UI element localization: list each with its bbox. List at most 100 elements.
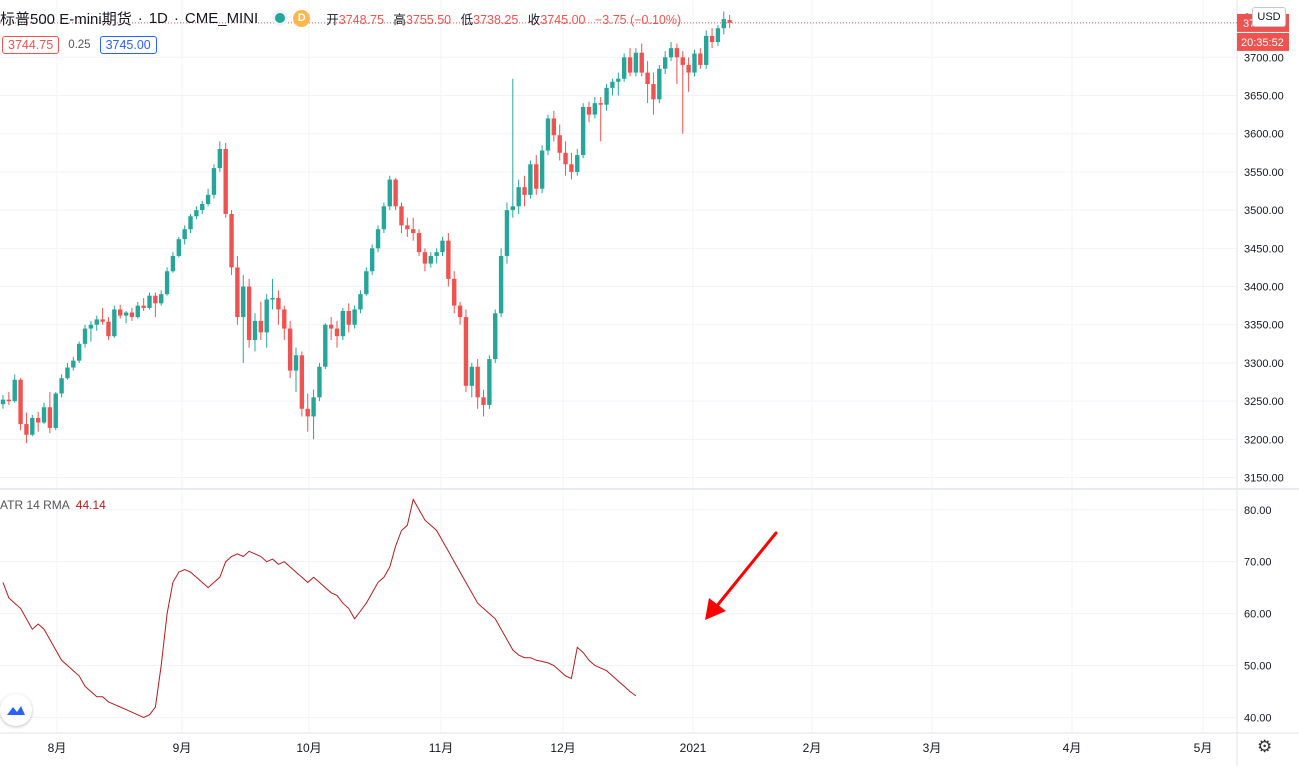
candle-body: [328, 324, 334, 329]
open-label: 开: [326, 12, 339, 27]
candle-body: [498, 255, 504, 314]
candle-body: [469, 366, 474, 386]
candle-body: [463, 317, 469, 386]
ohlc-values: 开3748.75 高3755.50 低3738.25 收3745.00 −3.7…: [326, 9, 687, 28]
candle-body: [147, 295, 152, 308]
candle-body: [487, 359, 492, 405]
candle-body: [311, 397, 316, 417]
time-axis-label: 2月: [803, 741, 822, 755]
candle-body: [317, 366, 322, 398]
candle-body: [668, 48, 674, 58]
annotation-arrow[interactable]: [705, 531, 778, 620]
candle-body: [721, 19, 726, 29]
candle-body: [692, 53, 697, 73]
candle-body: [323, 324, 328, 367]
price-axis-label: 3700.00: [1244, 52, 1284, 64]
price-axis-label: 3200.00: [1244, 434, 1284, 446]
price-axis-label: 3150.00: [1244, 473, 1284, 485]
candle-body: [428, 255, 433, 264]
candle-body: [528, 164, 533, 195]
close-value: 3745.00: [540, 12, 586, 27]
candle-body: [229, 213, 234, 268]
candle-body: [53, 393, 58, 428]
candle-body: [276, 297, 281, 310]
candle-body: [305, 408, 310, 417]
candle-body: [106, 321, 111, 337]
atr-axis-label: 60.00: [1244, 609, 1272, 621]
time-axis-label: 2021: [680, 741, 707, 755]
candle-body: [194, 210, 199, 217]
candle-body: [639, 52, 644, 73]
candle-body: [76, 343, 82, 361]
candle-body: [399, 206, 404, 226]
atr-line: [2, 498, 637, 718]
buy-price-button[interactable]: 3745.00: [99, 36, 157, 54]
candle-body: [545, 118, 551, 151]
high-label: 高: [393, 12, 406, 27]
market-status-badge[interactable]: D: [272, 9, 311, 27]
symbol-legend: 标普500 E-mini期货 · 1D · CME_MINI D 开3748.7…: [0, 7, 687, 29]
price-axis-label: 3550.00: [1244, 167, 1284, 179]
quote-bar: 3744.75 0.25 3745.00: [2, 35, 157, 55]
atr-indicator-value: 44.14: [75, 498, 106, 512]
candle-body: [153, 295, 158, 304]
open-value: 3748.75: [338, 12, 384, 27]
delayed-data-badge[interactable]: D: [293, 9, 311, 27]
tradingview-logo-icon[interactable]: [0, 694, 32, 726]
candle-body: [457, 305, 463, 318]
candle-body: [569, 164, 574, 172]
candle-body: [118, 309, 123, 316]
candle-body: [223, 148, 228, 214]
candle-body: [164, 271, 170, 295]
candle-body: [299, 355, 305, 409]
atr-layer: [2, 498, 637, 718]
candle-body: [65, 367, 70, 379]
sell-price-button[interactable]: 3744.75: [2, 36, 60, 54]
settings-gear-icon[interactable]: ⚙: [1257, 737, 1273, 756]
time-axis-label: 4月: [1063, 741, 1082, 755]
candle-body: [481, 397, 486, 405]
candle-body: [516, 187, 521, 207]
candle-body: [334, 328, 340, 337]
candle-body: [71, 360, 76, 368]
low-value: 3738.25: [473, 12, 519, 27]
currency-button[interactable]: USD: [1252, 7, 1286, 27]
candle-body: [504, 210, 510, 256]
price-axis-label: 3600.00: [1244, 129, 1284, 141]
atr-axis-label: 70.00: [1244, 557, 1272, 569]
candle-body: [282, 309, 287, 329]
candle-body: [657, 68, 662, 100]
candle-body: [94, 319, 99, 325]
price-axis-label: 3500.00: [1244, 205, 1284, 217]
price-axis-label: 3400.00: [1244, 282, 1284, 294]
candle-body: [141, 305, 146, 308]
price-axis-label: 3350.00: [1244, 320, 1284, 332]
market-open-dot-icon: [272, 10, 289, 26]
candle-body: [580, 106, 586, 156]
candle-body: [252, 320, 258, 341]
symbol-name[interactable]: 标普500 E-mini期货: [0, 10, 132, 28]
candle-body: [563, 152, 568, 165]
low-label: 低: [460, 12, 474, 27]
candle-body: [364, 271, 369, 295]
candle-body: [557, 135, 562, 153]
candle-body: [698, 53, 703, 65]
candle-body: [0, 399, 6, 405]
candle-body: [422, 252, 428, 264]
candle-body: [135, 305, 140, 318]
candle-body: [452, 278, 457, 306]
price-axis-label: 3250.00: [1244, 396, 1284, 408]
arrow-head: [705, 598, 726, 620]
candle-body: [440, 240, 445, 253]
candle-body: [633, 52, 639, 73]
candles-layer: [0, 11, 732, 444]
interval-label[interactable]: 1D: [148, 9, 168, 27]
candle-body: [727, 20, 732, 23]
close-label: 收: [527, 12, 541, 27]
candle-body: [270, 297, 275, 300]
change-value: −3.75 (−0.10%): [594, 12, 682, 27]
spread-value: 0.25: [68, 39, 91, 51]
atr-legend[interactable]: ATR 14 RMA 44.14: [0, 498, 106, 512]
